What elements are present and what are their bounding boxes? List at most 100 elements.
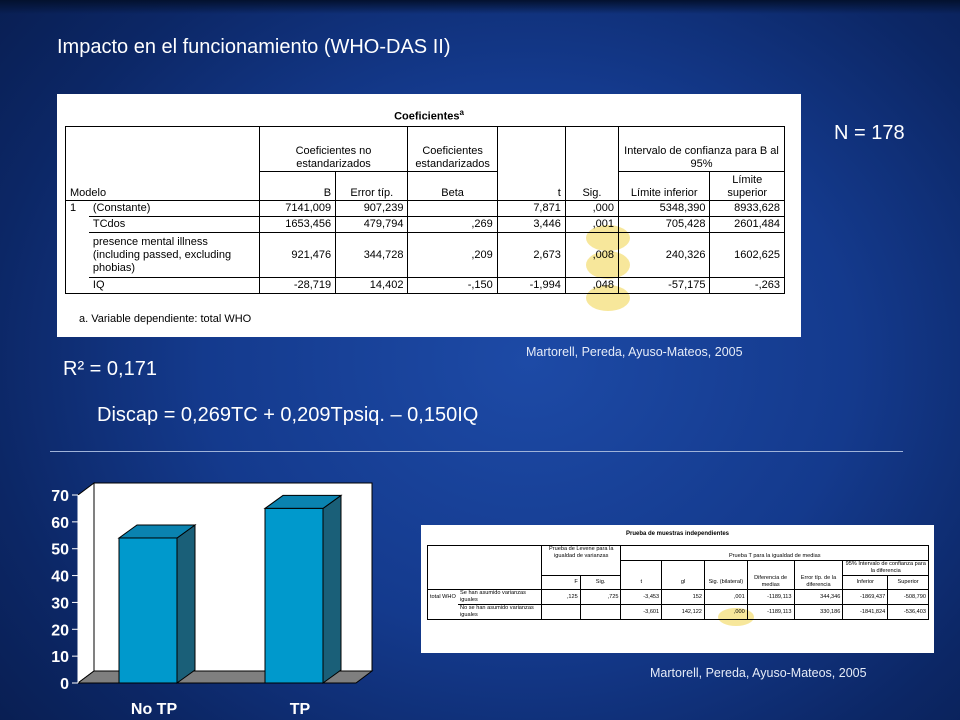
cell-t: -3,453	[620, 589, 662, 605]
cell-lower: 5348,390	[618, 200, 710, 217]
bar	[264, 507, 324, 684]
header-inferior: Inferior	[842, 574, 888, 590]
cell-gl: 142,122	[661, 604, 705, 620]
y-tick-label: 30	[51, 595, 69, 612]
y-tick-label: 0	[60, 676, 69, 693]
header-t-ttest: t	[620, 575, 662, 590]
cell-beta: -,150	[407, 277, 498, 294]
top-shadow-band	[0, 0, 960, 14]
cell-f: ,125	[541, 589, 581, 605]
y-tick-label: 50	[51, 542, 69, 559]
header-se: Error típ.	[335, 171, 408, 201]
ttest-table-image: Prueba de muestras independientes Prueba…	[421, 525, 934, 653]
header-levene: Prueba de Levene para la igualdad de var…	[541, 545, 621, 560]
header-modelo-cell	[65, 126, 260, 172]
sample-size-label: N = 178	[834, 122, 905, 144]
header-ci-ttest: 95% Intervalo de confianza para la difer…	[842, 559, 929, 575]
r-squared-label: R² = 0,171	[63, 358, 157, 380]
header-upper: Límite superior	[709, 171, 785, 201]
cell-sig	[579, 604, 621, 620]
coefficients-table-title: Coeficientesa	[394, 108, 464, 123]
cell-se: 907,239	[335, 200, 408, 217]
cell-se-diff: 330,186	[793, 604, 843, 620]
header-b: B	[258, 171, 336, 201]
slide-title: Impacto en el funcionamiento (WHO-DAS II…	[57, 36, 451, 58]
cell-sig: ,008	[564, 232, 619, 278]
row-name: IQ	[88, 277, 260, 294]
table-row: IQ -28,719 14,402 -,150 -1,994 ,048 -57,…	[64, 277, 785, 294]
table-row: TCdos 1653,456 479,794 ,269 3,446 ,001 7…	[64, 216, 785, 233]
header-ci: Intervalo de confianza para B al 95%	[618, 126, 785, 171]
coefficients-table: Coeficientes no estandarizados Coeficien…	[64, 126, 785, 294]
cell-diff: -1189,113	[746, 604, 795, 620]
cell-superior: -508,790	[887, 589, 929, 605]
header-unstandardized: Coeficientes no estandarizados	[258, 126, 408, 171]
row-label: No se han asumido varianzas iguales	[458, 604, 542, 620]
row-name: (Constante)	[92, 202, 151, 214]
divider-line	[50, 451, 903, 452]
row-name: presence mental illness (including passe…	[88, 232, 260, 278]
y-tick-label: 60	[51, 515, 69, 532]
citation-bottom: Martorell, Pereda, Ayuso-Mateos, 2005	[650, 666, 867, 680]
header-sig-levene: Sig.	[579, 574, 621, 590]
y-tick-label: 70	[51, 488, 69, 505]
x-tick-label: TP	[290, 701, 311, 718]
table-row: 1 (Constante) 7141,009 907,239 7,871 ,00…	[64, 200, 785, 217]
cell-t: 3,446	[496, 216, 566, 233]
header-standardized: Coeficientes estandarizados	[407, 126, 498, 171]
model-number: 1	[64, 200, 89, 217]
bar-side	[176, 523, 196, 684]
y-tick-label: 40	[51, 569, 69, 586]
cell-sig: ,048	[564, 277, 619, 294]
header-modelo: Modelo	[65, 171, 260, 201]
cell-superior: -536,403	[887, 604, 929, 620]
bar-side	[322, 494, 342, 684]
header-se-diff: Error típ. de la diferencia	[793, 575, 843, 590]
bar	[118, 537, 178, 684]
cell-upper: 1602,625	[709, 232, 785, 278]
cell-upper: 2601,484	[709, 216, 785, 233]
cell-se: 479,794	[335, 216, 408, 233]
header-lower: Límite inferior	[618, 171, 710, 201]
header-sig: Sig.	[564, 171, 619, 201]
cell-se: 14,402	[335, 277, 408, 294]
cell-b: 921,476	[258, 232, 336, 278]
cell-b: -28,719	[258, 277, 336, 294]
cell-beta: ,269	[407, 216, 498, 233]
cell-beta: ,209	[407, 232, 498, 278]
cell-lower: 705,428	[618, 216, 710, 233]
ttest-table-title: Prueba de muestras independientes	[625, 531, 730, 537]
row-name: TCdos	[88, 216, 260, 233]
header-f: F	[541, 574, 581, 590]
cell-lower: -57,175	[618, 277, 710, 294]
var-name: total WHO	[427, 589, 459, 605]
cell-sig-bilateral: ,001	[703, 589, 748, 605]
cell-se: 344,728	[335, 232, 408, 278]
header-ttest: Prueba T para la igualdad de medias	[620, 545, 929, 560]
header-beta: Beta	[407, 171, 498, 201]
cell-upper: 8933,628	[709, 200, 785, 217]
cell-b: 1653,456	[258, 216, 336, 233]
cell-t: -1,994	[496, 277, 566, 294]
coefficients-table-image: Coeficientesa Coeficientes no estandariz…	[57, 94, 801, 337]
cell-f	[541, 604, 581, 620]
cell-t: 7,871	[496, 200, 566, 217]
cell-beta	[407, 200, 498, 217]
x-tick-label: No TP	[131, 701, 178, 718]
chart-side-wall	[77, 482, 95, 684]
cell-sig: ,000	[564, 200, 619, 217]
citation-top: Martorell, Pereda, Ayuso-Mateos, 2005	[526, 345, 743, 359]
table-row: presence mental illness (including passe…	[64, 232, 785, 278]
cell-t: -3,601	[620, 604, 662, 620]
cell-inferior: -1869,437	[842, 589, 888, 605]
header-superior: Superior	[887, 574, 929, 590]
table-row: total WHO Se han asumido varianzas igual…	[427, 589, 929, 605]
y-tick-label: 20	[51, 622, 69, 639]
cell-inferior: -1841,824	[842, 604, 888, 620]
cell-sig-bilateral: ,000	[703, 604, 748, 620]
ttest-table: Prueba de Levene para la igualdad de var…	[426, 545, 929, 620]
row-label: Se han asumido varianzas iguales	[458, 589, 542, 605]
cell-sig: ,725	[579, 589, 621, 605]
cell-lower: 240,326	[618, 232, 710, 278]
cell-se-diff: 344,346	[793, 589, 843, 605]
